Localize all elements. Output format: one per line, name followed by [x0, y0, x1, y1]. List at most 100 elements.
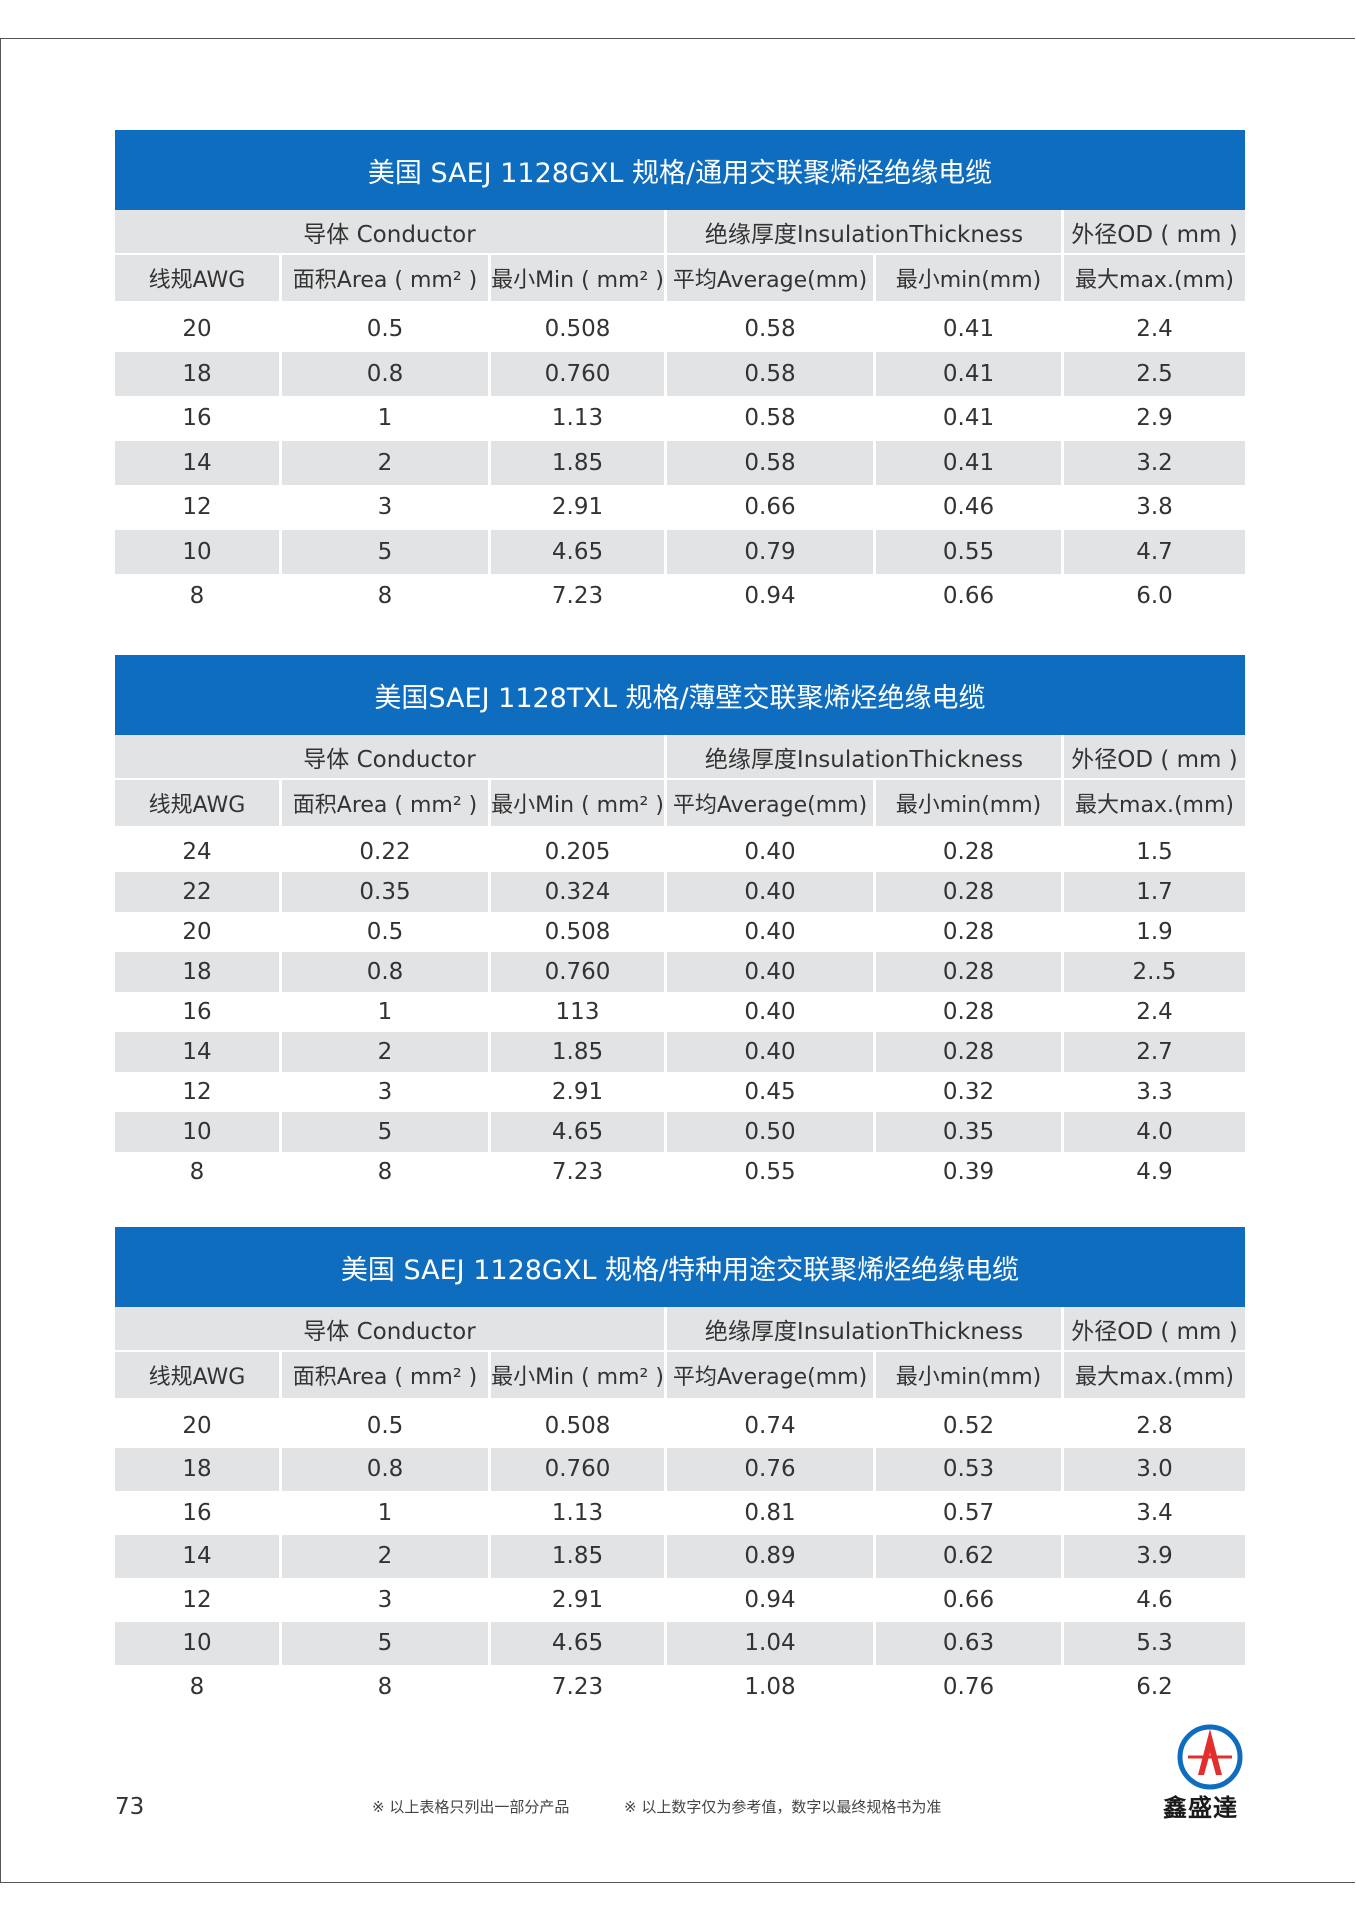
- table-title: 美国 SAEJ 1128GXL 规格/通用交联聚烯烃绝缘电缆: [115, 130, 1245, 210]
- max-cell: 4.6: [1136, 1586, 1173, 1613]
- table-body: 20 0.5 0.508 0.74 0.52 2.8 18 0.8 0.760 0.76 0.53 3…: [115, 1398, 1245, 1709]
- max-cell: 2.9: [1136, 405, 1173, 432]
- min-cell: 0.41: [876, 307, 1064, 352]
- min-area-cell: 0.760: [491, 952, 667, 992]
- min-cell: 0.52: [876, 1404, 1064, 1448]
- table-row: 22 0.35 0.324 0.40 0.28 1.7: [115, 872, 1245, 912]
- awg-cell: 20: [115, 1404, 282, 1448]
- min-cell: 0.41: [876, 351, 1064, 396]
- area-cell: 8: [282, 1152, 491, 1192]
- awg-cell: 10: [115, 1112, 282, 1152]
- min-cell: 0.62: [876, 1534, 1064, 1578]
- max-cell: 3.3: [1136, 1079, 1173, 1105]
- min-area-cell: 4.65: [491, 529, 667, 574]
- max-cell: 2.4: [1136, 999, 1173, 1025]
- min-area-cell: 1.85: [491, 440, 667, 485]
- spec-table-gxl-special: 美国 SAEJ 1128GXL 规格/特种用途交联聚烯烃绝缘电缆 导体 Cond…: [115, 1227, 1245, 1709]
- min-area-cell: 0.205: [491, 832, 667, 872]
- awg-header: 线规AWG: [115, 255, 282, 301]
- min-cell: 0.28: [876, 952, 1064, 992]
- awg-cell: 24: [115, 832, 282, 872]
- table-body: 20 0.5 0.508 0.58 0.41 2.4 18 0.8 0.760 0.58 0.41 2…: [115, 301, 1245, 619]
- min-area-header: 最小Min ( mm² ): [491, 255, 667, 301]
- awg-cell: 16: [115, 992, 282, 1032]
- average-cell: 0.79: [667, 529, 876, 574]
- min-cell: 0.41: [876, 396, 1064, 441]
- table-row: 12 3 2.91 0.45 0.32 3.3: [115, 1072, 1245, 1112]
- min-cell: 0.66: [876, 574, 1064, 619]
- awg-cell: 14: [115, 1032, 282, 1072]
- table-row: 10 5 4.65 1.04 0.63 5.3: [115, 1621, 1245, 1665]
- awg-cell: 14: [115, 440, 282, 485]
- average-cell: 0.81: [667, 1491, 876, 1535]
- column-header-row: 线规AWG 面积Area ( mm² ) 最小Min ( mm² ) 平均Ave…: [115, 253, 1245, 301]
- area-cell: 0.8: [282, 351, 491, 396]
- group-header-row: 导体 Conductor 绝缘厚度InsulationThickness 外径O…: [115, 735, 1245, 778]
- table-row: 8 8 7.23 0.55 0.39 4.9: [115, 1152, 1245, 1192]
- min-cell: 0.28: [876, 872, 1064, 912]
- max-cell: 3.9: [1136, 1543, 1173, 1570]
- table-row: 24 0.22 0.205 0.40 0.28 1.5: [115, 832, 1245, 872]
- min-area-header: 最小Min ( mm² ): [491, 1352, 667, 1398]
- average-cell: 0.40: [667, 952, 876, 992]
- average-cell: 0.58: [667, 351, 876, 396]
- max-cell: 3.8: [1136, 494, 1173, 521]
- table-row: 12 3 2.91 0.66 0.46 3.8: [115, 485, 1245, 530]
- max-cell: 3.4: [1136, 1499, 1173, 1526]
- min-area-cell: 4.65: [491, 1621, 667, 1665]
- min-cell: 0.53: [876, 1447, 1064, 1491]
- area-cell: 8: [282, 574, 491, 619]
- average-cell: 0.94: [667, 574, 876, 619]
- awg-cell: 16: [115, 1491, 282, 1535]
- max-cell: 1.9: [1136, 919, 1173, 945]
- max-cell: 2..5: [1132, 959, 1177, 985]
- min-cell: 0.55: [876, 529, 1064, 574]
- max-cell: 6.2: [1136, 1673, 1173, 1700]
- area-cell: 5: [282, 1112, 491, 1152]
- area-cell: 0.8: [282, 952, 491, 992]
- od-header: 外径OD ( mm ): [1071, 746, 1238, 773]
- max-cell: 4.0: [1136, 1119, 1173, 1145]
- average-cell: 0.58: [667, 307, 876, 352]
- area-cell: 8: [282, 1665, 491, 1709]
- min-area-cell: 113: [491, 992, 667, 1032]
- average-header: 平均Average(mm): [667, 1352, 876, 1398]
- area-cell: 0.5: [282, 912, 491, 952]
- min-cell: 0.66: [876, 1578, 1064, 1622]
- average-cell: 0.40: [667, 872, 876, 912]
- min-area-cell: 1.13: [491, 1491, 667, 1535]
- area-cell: 0.22: [282, 832, 491, 872]
- awg-cell: 12: [115, 1578, 282, 1622]
- min-area-cell: 0.324: [491, 872, 667, 912]
- table-row: 20 0.5 0.508 0.58 0.41 2.4: [115, 307, 1245, 352]
- area-header: 面积Area ( mm² ): [282, 255, 491, 301]
- average-cell: 0.40: [667, 1032, 876, 1072]
- table-row: 16 1 1.13 0.58 0.41 2.9: [115, 396, 1245, 441]
- min-cell: 0.28: [876, 912, 1064, 952]
- min-area-cell: 7.23: [491, 1665, 667, 1709]
- area-cell: 0.35: [282, 872, 491, 912]
- min-area-cell: 2.91: [491, 485, 667, 530]
- max-cell: 6.0: [1136, 583, 1173, 610]
- min-area-cell: 1.85: [491, 1534, 667, 1578]
- min-area-cell: 0.508: [491, 307, 667, 352]
- insulation-header: 绝缘厚度InsulationThickness: [667, 1307, 1064, 1350]
- average-cell: 0.55: [667, 1152, 876, 1192]
- min-cell: 0.41: [876, 440, 1064, 485]
- min-header: 最小min(mm): [876, 780, 1064, 826]
- table-row: 18 0.8 0.760 0.40 0.28 2..5: [115, 952, 1245, 992]
- table-row: 10 5 4.65 0.50 0.35 4.0: [115, 1112, 1245, 1152]
- brand-name: 鑫盛達: [1163, 1794, 1238, 1822]
- max-cell: 2.8: [1136, 1412, 1173, 1439]
- insulation-header: 绝缘厚度InsulationThickness: [667, 735, 1064, 778]
- table-body: 24 0.22 0.205 0.40 0.28 1.5 22 0.35 0.324 0.40 0.2…: [115, 826, 1245, 1192]
- min-cell: 0.39: [876, 1152, 1064, 1192]
- awg-cell: 10: [115, 1621, 282, 1665]
- awg-cell: 20: [115, 307, 282, 352]
- awg-cell: 10: [115, 529, 282, 574]
- average-cell: 1.04: [667, 1621, 876, 1665]
- table-row: 8 8 7.23 0.94 0.66 6.0: [115, 574, 1245, 619]
- table-row: 16 1 113 0.40 0.28 2.4: [115, 992, 1245, 1032]
- min-header: 最小min(mm): [876, 1352, 1064, 1398]
- average-cell: 1.08: [667, 1665, 876, 1709]
